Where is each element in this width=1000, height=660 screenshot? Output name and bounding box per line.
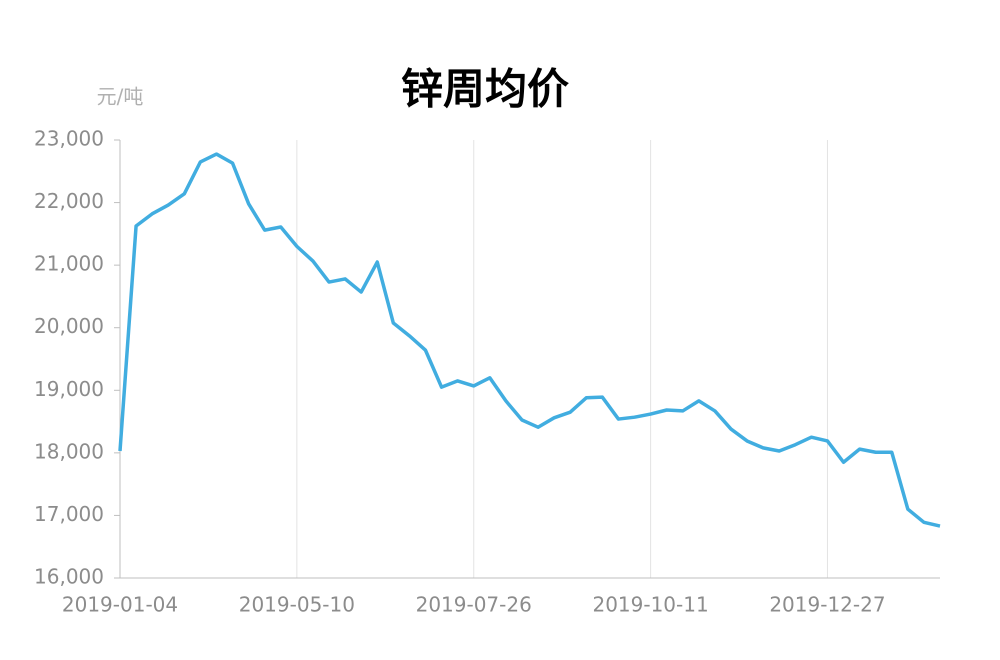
x-tick-label: 2019-01-04 — [62, 593, 178, 617]
x-tick-label: 2019-10-11 — [592, 593, 708, 617]
y-tick-label: 17,000 — [34, 502, 104, 526]
y-tick-label: 23,000 — [34, 127, 104, 151]
x-tick-label: 2019-07-26 — [416, 593, 532, 617]
y-tick-label: 16,000 — [34, 565, 104, 589]
x-tick-label: 2019-12-27 — [769, 593, 885, 617]
y-tick-label: 18,000 — [34, 439, 104, 463]
y-tick-label: 20,000 — [34, 314, 104, 338]
x-tick-label: 2019-05-10 — [239, 593, 355, 617]
y-axis-label: 元/吨 — [97, 85, 144, 109]
y-tick-label: 19,000 — [34, 377, 104, 401]
y-tick-label: 21,000 — [34, 252, 104, 276]
data-line — [118, 152, 941, 528]
chart-title: 锌周均价 — [401, 65, 569, 114]
y-tick-label: 22,000 — [34, 189, 104, 213]
